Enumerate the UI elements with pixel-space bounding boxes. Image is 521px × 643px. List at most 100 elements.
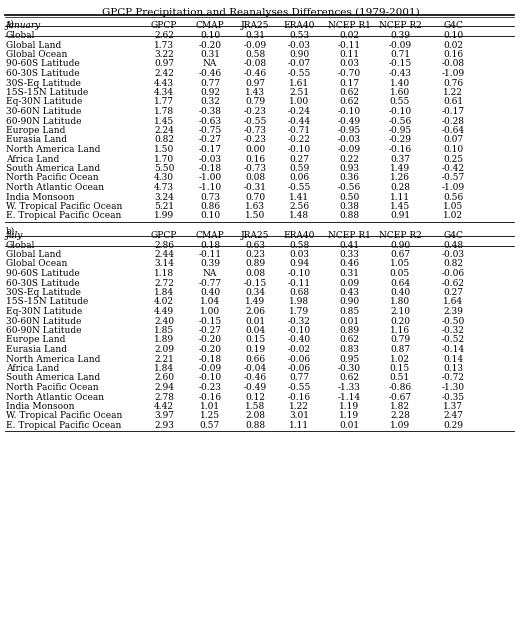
Text: 1.00: 1.00: [289, 98, 309, 107]
Text: 0.06: 0.06: [289, 174, 309, 183]
Text: -0.95: -0.95: [338, 126, 361, 135]
Text: -0.10: -0.10: [338, 107, 361, 116]
Text: 0.59: 0.59: [289, 164, 309, 173]
Text: -0.16: -0.16: [288, 392, 311, 401]
Text: 1.01: 1.01: [200, 402, 220, 411]
Text: 0.68: 0.68: [289, 288, 309, 297]
Text: -0.62: -0.62: [441, 278, 465, 287]
Text: 1.37: 1.37: [443, 402, 463, 411]
Text: G4C: G4C: [443, 21, 463, 30]
Text: 1.05: 1.05: [443, 202, 463, 211]
Text: 0.77: 0.77: [200, 78, 220, 87]
Text: b): b): [6, 226, 15, 235]
Text: -0.40: -0.40: [288, 336, 311, 345]
Text: G4C: G4C: [443, 230, 463, 239]
Text: -0.42: -0.42: [441, 164, 465, 173]
Text: 1.79: 1.79: [289, 307, 309, 316]
Text: 2.51: 2.51: [289, 88, 309, 97]
Text: -0.11: -0.11: [338, 41, 361, 50]
Text: 2.72: 2.72: [154, 278, 174, 287]
Text: -0.63: -0.63: [199, 116, 221, 125]
Text: 0.97: 0.97: [245, 78, 265, 87]
Text: 2.09: 2.09: [154, 345, 174, 354]
Text: 0.01: 0.01: [339, 421, 359, 430]
Text: 0.90: 0.90: [289, 50, 309, 59]
Text: 1.85: 1.85: [154, 326, 174, 335]
Text: 0.03: 0.03: [339, 60, 359, 69]
Text: Europe Land: Europe Land: [6, 336, 65, 345]
Text: GPCP: GPCP: [151, 21, 177, 30]
Text: -0.03: -0.03: [288, 41, 311, 50]
Text: 0.43: 0.43: [339, 288, 359, 297]
Text: 2.78: 2.78: [154, 392, 174, 401]
Text: -0.18: -0.18: [199, 164, 221, 173]
Text: a): a): [6, 20, 15, 29]
Text: 1.63: 1.63: [245, 202, 265, 211]
Text: 90-60S Latitude: 90-60S Latitude: [6, 60, 80, 69]
Text: Eq-30N Latitude: Eq-30N Latitude: [6, 98, 82, 107]
Text: 0.34: 0.34: [245, 288, 265, 297]
Text: 3.14: 3.14: [154, 260, 174, 269]
Text: 0.02: 0.02: [443, 41, 463, 50]
Text: 1.25: 1.25: [200, 412, 220, 421]
Text: 0.64: 0.64: [390, 278, 410, 287]
Text: NA: NA: [203, 269, 217, 278]
Text: North Pacific Ocean: North Pacific Ocean: [6, 174, 98, 183]
Text: 2.56: 2.56: [289, 202, 309, 211]
Text: 5.50: 5.50: [154, 164, 174, 173]
Text: 2.08: 2.08: [245, 412, 265, 421]
Text: 0.62: 0.62: [339, 88, 359, 97]
Text: W. Tropical Pacific Ocean: W. Tropical Pacific Ocean: [6, 412, 122, 421]
Text: 0.39: 0.39: [390, 31, 410, 40]
Text: 1.41: 1.41: [289, 192, 309, 201]
Text: 1.99: 1.99: [154, 212, 174, 221]
Text: 0.00: 0.00: [245, 145, 265, 154]
Text: 0.27: 0.27: [443, 288, 463, 297]
Text: -0.32: -0.32: [288, 316, 311, 325]
Text: 60-30S Latitude: 60-30S Latitude: [6, 278, 80, 287]
Text: 4.02: 4.02: [154, 298, 174, 307]
Text: -0.31: -0.31: [243, 183, 267, 192]
Text: 1.84: 1.84: [154, 288, 174, 297]
Text: 2.24: 2.24: [154, 126, 174, 135]
Text: JRA25: JRA25: [241, 21, 269, 30]
Text: 3.24: 3.24: [154, 192, 174, 201]
Text: 0.93: 0.93: [339, 164, 359, 173]
Text: -0.15: -0.15: [199, 316, 221, 325]
Text: 1.18: 1.18: [154, 269, 174, 278]
Text: 0.08: 0.08: [245, 269, 265, 278]
Text: -0.15: -0.15: [388, 60, 412, 69]
Text: -0.07: -0.07: [288, 60, 311, 69]
Text: 0.57: 0.57: [200, 421, 220, 430]
Text: 1.48: 1.48: [289, 212, 309, 221]
Text: -0.46: -0.46: [243, 374, 267, 383]
Text: 1.22: 1.22: [443, 88, 463, 97]
Text: -0.38: -0.38: [199, 107, 221, 116]
Text: 1.49: 1.49: [245, 298, 265, 307]
Text: 1.45: 1.45: [154, 116, 174, 125]
Text: 1.82: 1.82: [390, 402, 410, 411]
Text: 90-60S Latitude: 90-60S Latitude: [6, 269, 80, 278]
Text: 1.16: 1.16: [390, 326, 410, 335]
Text: 2.40: 2.40: [154, 316, 174, 325]
Text: -0.11: -0.11: [288, 278, 311, 287]
Text: 0.38: 0.38: [339, 202, 359, 211]
Text: -0.02: -0.02: [288, 345, 311, 354]
Text: -0.71: -0.71: [288, 126, 311, 135]
Text: 0.82: 0.82: [154, 136, 174, 145]
Text: -0.08: -0.08: [243, 60, 267, 69]
Text: 0.31: 0.31: [200, 50, 220, 59]
Text: 0.70: 0.70: [245, 192, 265, 201]
Text: -0.29: -0.29: [389, 136, 412, 145]
Text: -0.30: -0.30: [338, 364, 361, 373]
Text: -0.03: -0.03: [199, 154, 221, 163]
Text: 0.32: 0.32: [200, 98, 220, 107]
Text: 5.21: 5.21: [154, 202, 174, 211]
Text: 0.89: 0.89: [339, 326, 359, 335]
Text: 1.73: 1.73: [154, 41, 174, 50]
Text: -0.46: -0.46: [199, 69, 221, 78]
Text: 1.70: 1.70: [154, 154, 174, 163]
Text: -0.72: -0.72: [441, 374, 465, 383]
Text: 2.47: 2.47: [443, 412, 463, 421]
Text: 0.23: 0.23: [245, 250, 265, 259]
